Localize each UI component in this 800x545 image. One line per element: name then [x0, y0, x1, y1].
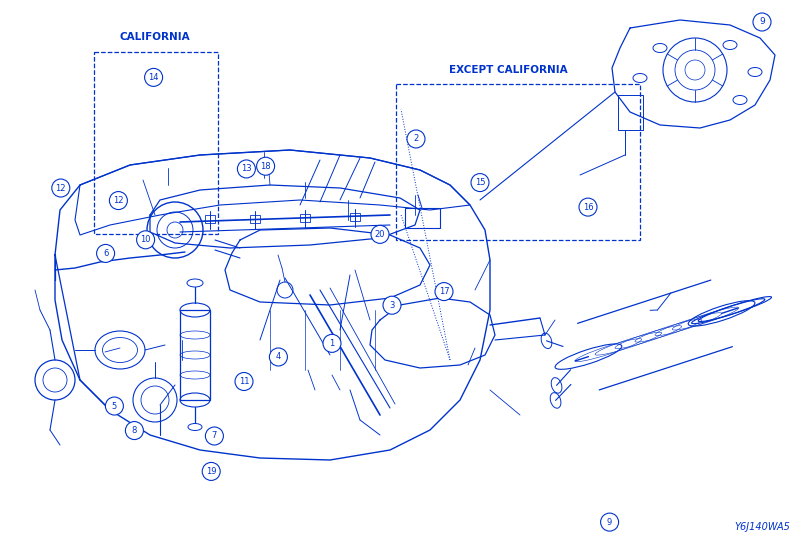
Text: 18: 18 [260, 162, 271, 171]
Bar [300, 214, 310, 222]
Text: Y6J140WA5: Y6J140WA5 [734, 522, 790, 532]
Text: 16: 16 [582, 203, 594, 211]
Text: 3: 3 [390, 301, 394, 310]
Text: EXCEPT CALIFORNIA: EXCEPT CALIFORNIA [449, 65, 567, 75]
Text: 15: 15 [474, 178, 486, 187]
Text: 4: 4 [276, 353, 281, 361]
Text: 10: 10 [140, 235, 151, 244]
Text: 20: 20 [374, 230, 386, 239]
Circle shape [371, 225, 389, 244]
Circle shape [206, 427, 223, 445]
Circle shape [270, 348, 287, 366]
Text: 11: 11 [238, 377, 250, 386]
Circle shape [323, 334, 341, 353]
Circle shape [601, 513, 618, 531]
Text: 7: 7 [212, 432, 217, 440]
Circle shape [257, 157, 274, 175]
Bar [180, 310, 210, 400]
Circle shape [137, 231, 154, 249]
Text: 9: 9 [759, 17, 765, 27]
Text: 1: 1 [330, 339, 334, 348]
Circle shape [106, 397, 123, 415]
Circle shape [145, 68, 162, 87]
Circle shape [235, 372, 253, 391]
Circle shape [52, 179, 70, 197]
Text: 17: 17 [438, 287, 450, 296]
Bar [350, 213, 360, 221]
Text: 13: 13 [241, 165, 252, 173]
Circle shape [753, 13, 771, 31]
Circle shape [97, 244, 114, 263]
Bar [250, 215, 260, 223]
Circle shape [126, 421, 143, 440]
Bar [94, 52, 218, 234]
Circle shape [579, 198, 597, 216]
Text: 14: 14 [148, 73, 159, 82]
Text: 12: 12 [113, 196, 124, 205]
Circle shape [435, 282, 453, 301]
Text: CALIFORNIA: CALIFORNIA [120, 32, 190, 42]
Text: 2: 2 [414, 135, 418, 143]
Circle shape [110, 191, 127, 210]
Circle shape [407, 130, 425, 148]
Text: 9: 9 [607, 518, 612, 526]
Text: 12: 12 [55, 184, 66, 192]
Bar [618, 95, 643, 130]
Bar [396, 84, 640, 240]
Text: 6: 6 [103, 249, 108, 258]
Bar [205, 215, 215, 223]
Text: 19: 19 [206, 467, 217, 476]
Text: 5: 5 [112, 402, 117, 410]
Bar [405, 208, 440, 228]
Text: 8: 8 [132, 426, 137, 435]
Circle shape [471, 173, 489, 192]
Circle shape [238, 160, 255, 178]
Circle shape [383, 296, 401, 314]
Circle shape [202, 462, 220, 481]
